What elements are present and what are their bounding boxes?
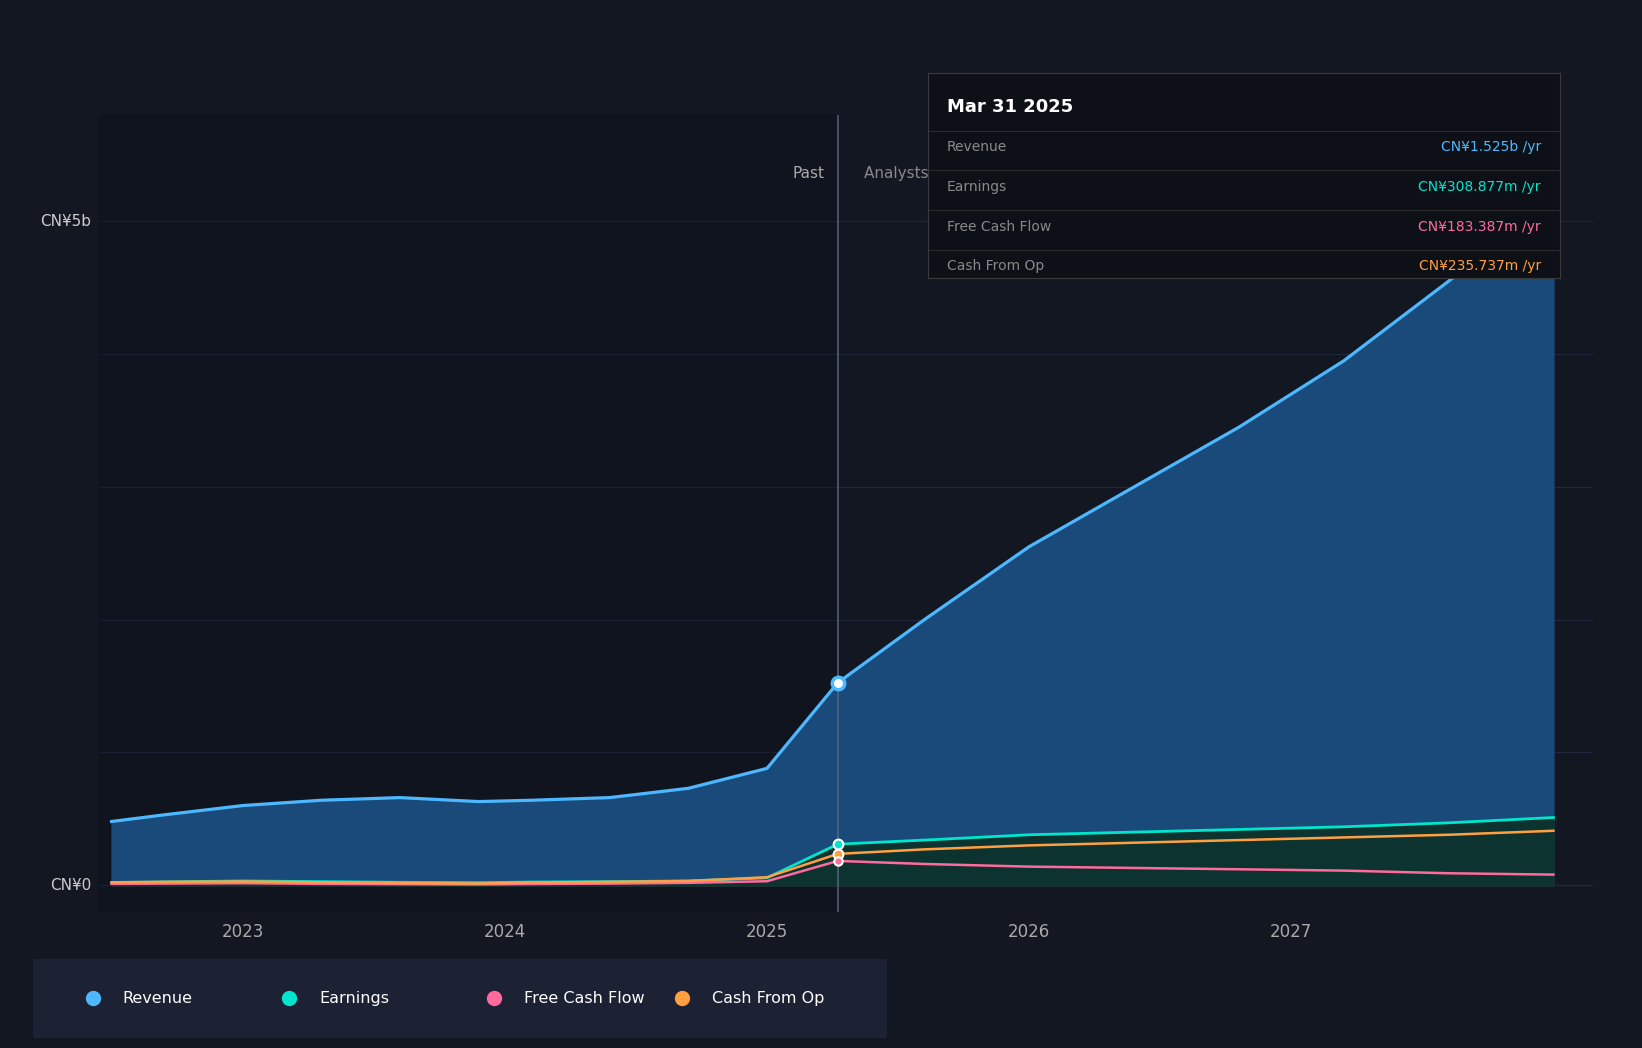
Text: Earnings: Earnings xyxy=(947,180,1007,194)
Text: CN¥235.737m /yr: CN¥235.737m /yr xyxy=(1419,260,1540,274)
Text: Free Cash Flow: Free Cash Flow xyxy=(524,990,644,1006)
Text: CN¥1.525b /yr: CN¥1.525b /yr xyxy=(1440,140,1540,154)
Text: Analysts Forecasts: Analysts Forecasts xyxy=(864,166,1007,180)
Text: CN¥183.387m /yr: CN¥183.387m /yr xyxy=(1419,220,1540,234)
Text: CN¥0: CN¥0 xyxy=(49,878,90,893)
Text: CN¥5b: CN¥5b xyxy=(39,214,90,228)
Text: Cash From Op: Cash From Op xyxy=(711,990,824,1006)
Text: CN¥308.877m /yr: CN¥308.877m /yr xyxy=(1419,180,1540,194)
Text: Revenue: Revenue xyxy=(123,990,192,1006)
Text: Cash From Op: Cash From Op xyxy=(947,260,1044,274)
Text: Mar 31 2025: Mar 31 2025 xyxy=(947,97,1072,116)
Text: Past: Past xyxy=(793,166,824,180)
Text: Earnings: Earnings xyxy=(319,990,389,1006)
Text: Free Cash Flow: Free Cash Flow xyxy=(947,220,1051,234)
Text: Revenue: Revenue xyxy=(947,140,1007,154)
Bar xyxy=(99,115,837,912)
